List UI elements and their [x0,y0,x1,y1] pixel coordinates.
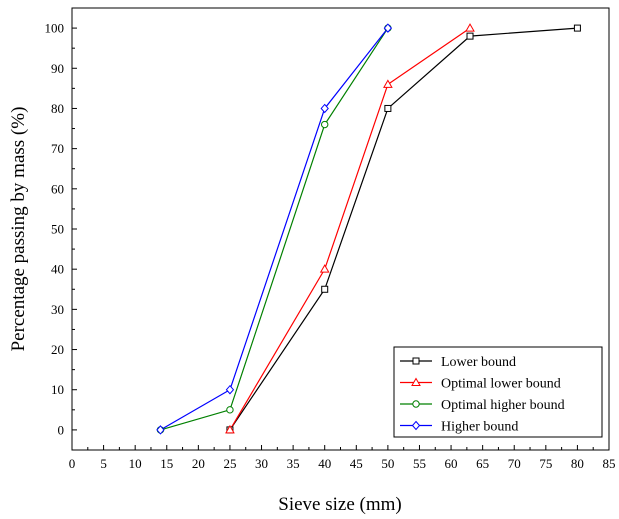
data-point [383,79,393,88]
legend-label: Higher bound [441,420,518,435]
y-tick-label: 100 [45,21,65,36]
series-line [160,27,389,431]
legend-marker [411,420,421,431]
data-point [384,104,392,112]
x-tick-label: 65 [476,456,489,471]
y-tick-label: 50 [51,222,64,237]
x-axis: 0 5 10 15 20 25 30 35 40 45 50 55 60 65 70 75 80 85 [69,445,616,471]
y-tick-label: 0 [58,422,65,437]
x-tick-label: 10 [129,456,142,471]
x-axis-title: Sieve size (mm) [278,494,401,515]
y-tick-label: 40 [51,262,64,277]
x-tick-label: 35 [287,456,300,471]
data-point [156,425,165,435]
y-tick-label: 60 [51,181,64,196]
y-axis-title: Percentage passing by mass (%) [8,107,29,352]
y-tick-label: 80 [51,101,64,116]
x-tick-label: 50 [381,456,394,471]
y-axis: 0 10 20 30 40 50 60 70 80 90 100 [45,21,77,437]
legend-label: Optimal lower bound [441,377,561,392]
data-point [573,24,581,32]
x-tick-label: 0 [69,456,76,471]
legend-marker [412,400,420,408]
y-tick-label: 30 [51,302,64,317]
x-tick-label: 55 [413,456,426,471]
x-tick-label: 40 [318,456,331,471]
y-tick-label: 90 [51,61,64,76]
data-point [225,384,235,395]
series-markers [156,23,581,435]
data-point [319,264,330,273]
x-tick-label: 80 [571,456,584,471]
y-tick-label: 20 [51,342,64,357]
series-line [229,27,471,431]
data-point [226,406,234,414]
x-tick-label: 75 [539,456,552,471]
data-point [465,23,475,32]
x-tick-label: 20 [192,456,205,471]
data-point [320,103,329,114]
x-tick-label: 15 [160,456,173,471]
data-point [383,23,393,33]
legend-label: Lower bound [441,355,516,370]
x-tick-label: 5 [100,456,107,471]
data-point [466,32,474,40]
x-tick-label: 60 [445,456,458,471]
y-tick-label: 10 [51,382,64,397]
legend: Lower bound Optimal lower bound Optimal hi… [393,346,603,438]
x-tick-label: 30 [255,456,268,471]
legend-box [393,346,603,438]
legend-label: Optimal higher bound [441,398,565,413]
data-point [321,120,329,129]
legend-marker [412,357,420,365]
data-point [321,285,329,293]
y-tick-label: 70 [51,141,64,156]
legend-marker [411,377,421,386]
series-line [160,27,389,431]
x-tick-label: 25 [223,456,236,471]
x-tick-label: 85 [603,456,616,471]
x-tick-label: 45 [350,456,363,471]
x-tick-label: 70 [508,456,521,471]
data-point [225,424,235,434]
